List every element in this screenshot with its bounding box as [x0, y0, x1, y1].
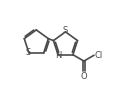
Text: S: S: [26, 48, 31, 57]
Text: N: N: [55, 51, 61, 60]
Text: O: O: [81, 72, 87, 81]
Text: S: S: [63, 26, 68, 35]
Text: Cl: Cl: [95, 51, 103, 60]
